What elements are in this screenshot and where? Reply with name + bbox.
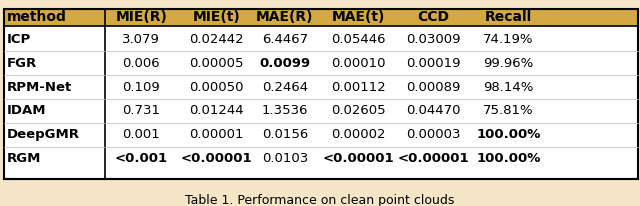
Text: 0.00005: 0.00005 [189, 57, 243, 70]
Text: FGR: FGR [7, 57, 37, 70]
Text: CCD: CCD [417, 10, 449, 24]
Text: 0.02605: 0.02605 [331, 104, 386, 117]
Text: 0.01244: 0.01244 [189, 104, 244, 117]
Text: MIE(t): MIE(t) [193, 10, 240, 24]
Text: <0.00001: <0.00001 [397, 152, 469, 165]
Text: MIE(R): MIE(R) [115, 10, 167, 24]
Text: method: method [7, 10, 67, 24]
Text: 0.04470: 0.04470 [406, 104, 461, 117]
Text: MAE(t): MAE(t) [332, 10, 385, 24]
Text: 0.03009: 0.03009 [406, 33, 461, 46]
Text: RGM: RGM [7, 152, 42, 165]
Text: 0.006: 0.006 [122, 57, 160, 70]
Text: RPM-Net: RPM-Net [7, 81, 72, 94]
Text: <0.00001: <0.00001 [180, 152, 252, 165]
Text: 0.00001: 0.00001 [189, 128, 243, 141]
Text: 3.079: 3.079 [122, 33, 160, 46]
Text: 0.731: 0.731 [122, 104, 160, 117]
Text: 0.00089: 0.00089 [406, 81, 461, 94]
Text: 0.001: 0.001 [122, 128, 160, 141]
Text: 0.00010: 0.00010 [331, 57, 385, 70]
Text: 0.00050: 0.00050 [189, 81, 243, 94]
Text: 0.00002: 0.00002 [331, 128, 385, 141]
Text: 0.02442: 0.02442 [189, 33, 244, 46]
Text: 0.0103: 0.0103 [262, 152, 308, 165]
Text: MAE(R): MAE(R) [256, 10, 314, 24]
Text: 0.0099: 0.0099 [259, 57, 310, 70]
Text: 6.4467: 6.4467 [262, 33, 308, 46]
Text: 0.00019: 0.00019 [406, 57, 461, 70]
Text: 75.81%: 75.81% [483, 104, 534, 117]
Text: 99.96%: 99.96% [483, 57, 534, 70]
Text: 100.00%: 100.00% [476, 152, 541, 165]
Text: 0.05446: 0.05446 [331, 33, 385, 46]
Text: DeepGMR: DeepGMR [7, 128, 80, 141]
Text: <0.00001: <0.00001 [323, 152, 394, 165]
Text: Table 1. Performance on clean point clouds: Table 1. Performance on clean point clou… [186, 194, 454, 206]
Text: Recall: Recall [484, 10, 532, 24]
Text: 74.19%: 74.19% [483, 33, 534, 46]
Text: 0.109: 0.109 [122, 81, 160, 94]
Text: IDAM: IDAM [7, 104, 47, 117]
Text: 0.0156: 0.0156 [262, 128, 308, 141]
Text: 0.00003: 0.00003 [406, 128, 461, 141]
Bar [4, 9, 638, 26]
Text: 0.2464: 0.2464 [262, 81, 308, 94]
Text: ICP: ICP [7, 33, 31, 46]
Text: 98.14%: 98.14% [483, 81, 534, 94]
Text: <0.001: <0.001 [115, 152, 168, 165]
Text: 100.00%: 100.00% [476, 128, 541, 141]
Text: 1.3536: 1.3536 [262, 104, 308, 117]
Text: 0.00112: 0.00112 [331, 81, 386, 94]
